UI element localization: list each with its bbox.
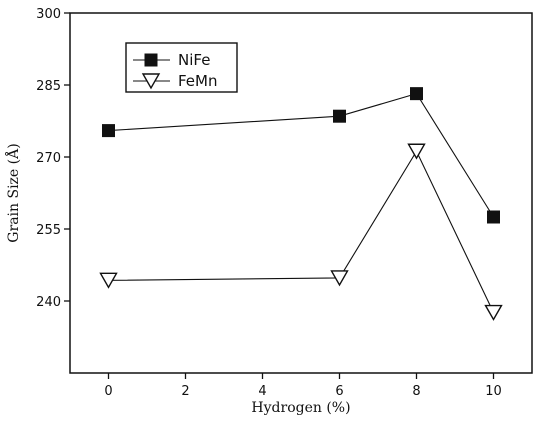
data-point-femn <box>407 143 426 160</box>
x-tick-label: 0 <box>104 384 112 399</box>
y-tick-label: 240 <box>36 295 61 310</box>
data-point-nife <box>102 124 115 138</box>
y-tick-label: 300 <box>36 7 61 22</box>
data-point-nife <box>333 109 346 123</box>
legend-label-femn: FeMn <box>178 72 218 90</box>
x-tick-label: 4 <box>258 384 266 399</box>
data-point-nife <box>487 210 500 224</box>
y-tick-label: 285 <box>36 79 61 94</box>
y-tick-label: 255 <box>36 223 61 238</box>
plot-frame <box>69 12 533 374</box>
y-axis-ticks: 240 255 270 285 300 <box>36 7 70 310</box>
legend: NiFe FeMn <box>125 42 238 93</box>
x-tick-label: 2 <box>181 384 189 399</box>
series-line-nife <box>108 92 494 218</box>
x-axis-ticks: 0 2 4 6 8 10 <box>104 373 502 399</box>
y-axis-title: Grain Size (Å) <box>4 143 22 242</box>
data-point-femn <box>99 272 118 289</box>
legend-label-nife: NiFe <box>178 51 210 69</box>
x-axis-title: Hydrogen (%) <box>251 400 350 416</box>
legend-marker-femn <box>141 73 161 90</box>
legend-box <box>125 42 238 93</box>
x-tick-label: 6 <box>335 384 343 399</box>
legend-marker-nife <box>144 53 158 67</box>
data-point-femn <box>330 270 349 287</box>
x-tick-label: 10 <box>485 384 502 399</box>
data-point-femn <box>484 304 503 321</box>
series-layer <box>99 87 503 321</box>
x-tick-label: 8 <box>412 384 420 399</box>
series-line-femn <box>108 150 494 313</box>
y-tick-label: 270 <box>36 151 61 166</box>
data-point-nife <box>410 87 423 101</box>
